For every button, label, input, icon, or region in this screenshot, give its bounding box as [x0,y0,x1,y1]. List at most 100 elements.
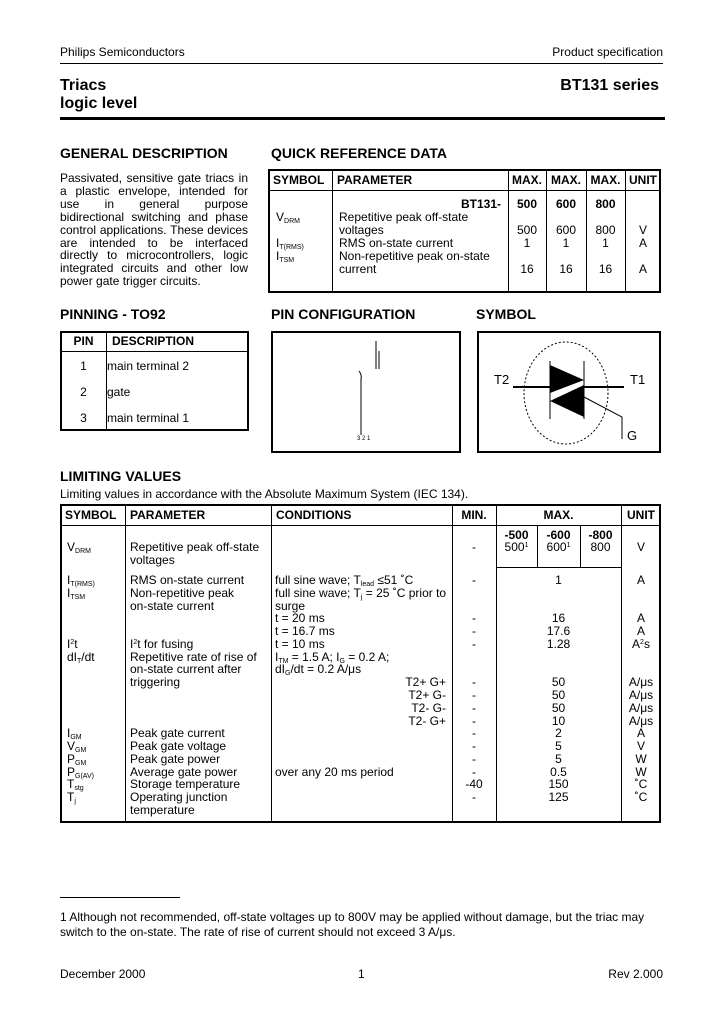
parameter-cell: Average gate power [130,764,238,779]
max-value-cell: 16 [551,611,566,626]
unit-cell: A/μs [628,700,654,715]
unit-cell: W [635,751,647,766]
unit-cell: W [635,764,647,779]
grade-header: -600 [546,528,571,542]
column-header: MAX. [543,508,574,522]
max-value-cell: 50 [551,675,566,690]
column-header: PIN [73,334,94,348]
trigger-quadrant: T2+ G- [408,688,446,703]
max-value-cell: 1 [523,236,531,250]
column-divider [580,525,581,567]
min-cell: - [472,739,476,754]
conditions-cell: t = 20 ms [275,611,325,626]
pin-configuration-heading: PIN CONFIGURATION [271,306,416,322]
parameter-cell: Repetitive rate of rise of [130,649,257,664]
column-header: SYMBOL [273,173,325,187]
unit-cell: A/μs [628,713,654,728]
max-value-cell: 5 [555,739,562,754]
min-cell: - [472,713,476,728]
grade-header: -500 [504,528,529,542]
conditions-cell: full sine wave; Tj = 25 ˚C prior to [275,585,447,601]
symbol-diagram [477,331,661,453]
min-cell: - [472,790,476,805]
max-value-cell: 1.28 [546,636,571,651]
parameter-cell: RMS on-state current [339,236,454,250]
pin-configuration-diagram [271,331,461,453]
max-value-cell: 150 [548,777,569,792]
unit-cell: A/μs [628,688,654,703]
max-value-cell: 1 [562,236,570,250]
max-value-cell: 2 [555,726,562,741]
max-value-cell: 17.6 [546,624,571,639]
column-divider [621,505,622,822]
parameter-cell: triggering [130,675,181,690]
unit-cell: V [638,223,647,237]
unit-cell: A [638,236,647,250]
column-header: PARAMETER [130,508,206,522]
column-header: UNIT [629,173,657,187]
row-divider [496,567,621,568]
pin-description: main terminal 2 [107,359,190,373]
min-cell: - [472,540,476,554]
symbol-cell: I2t [67,636,78,651]
column-header: SYMBOL [65,508,117,522]
min-cell: - [472,764,476,779]
gate-label: G [627,428,638,443]
row-divider [60,525,661,526]
trigger-quadrant: T2+ G+ [405,675,446,690]
max-value-cell: 16 [598,262,613,276]
min-cell: - [472,624,476,639]
part-prefix: BT131- [460,197,501,211]
max-value-cell: 50 [551,688,566,703]
pin-numbers-label: 3 2 1 [357,436,371,442]
column-divider [106,332,107,430]
min-cell: - [472,611,476,626]
parameter-cell: temperature [130,803,195,818]
symbol-cell: VDRM [276,210,300,226]
unit-cell: ˚C [634,777,648,792]
max-value-cell: 800 [595,197,616,211]
symbol-cell: IT(RMS) [67,573,95,589]
footer-page-number: 1 [358,967,365,981]
limiting-values-table [60,504,661,823]
conditions-cell: dIG/dt = 0.2 A/μs [275,662,362,678]
max-value-cell: 50 [551,700,566,715]
max-value-cell: 16 [520,262,534,276]
column-header: PARAMETER [337,173,413,187]
parameter-cell: current [339,262,377,276]
trigger-quadrant: T2- G- [411,700,446,715]
pinning-heading: PINNING - TO92 [60,306,166,322]
title-line-1: Triacs [60,77,107,94]
symbol-heading: SYMBOL [476,306,536,322]
parameter-cell: on-state current after [130,662,242,677]
max-value-cell: 500 [516,197,538,211]
symbol-cell: ITSM [67,585,86,601]
to92-package-drawing [358,341,380,435]
max-value-cell: 0.5 [550,764,567,779]
max-value-cell: 10 [551,713,566,728]
parameter-cell: Peak gate power [130,751,221,766]
triac-symbol-icon [513,341,624,445]
symbol-cell: IGM [67,726,82,742]
quick-reference-heading: QUICK REFERENCE DATA [271,145,448,161]
column-divider [625,170,626,292]
column-header: MAX. [512,173,542,187]
footnote-line-1: 1 Although not recommended, off-state vo… [60,910,645,924]
column-header: UNIT [627,508,655,522]
min-cell: - [472,688,476,703]
column-divider [537,525,538,567]
unit-cell: A [636,611,645,626]
conditions-cell: t = 16.7 ms [275,624,335,639]
pin-number: 3 [80,411,87,425]
row-divider [61,351,248,352]
parameter-cell: voltages [339,223,384,237]
trigger-quadrant: T2- G+ [408,713,446,728]
max-value-cell: 5 [555,751,562,766]
symbol-cell: PG(AV) [67,764,94,780]
max-value-cell: 1 [555,573,562,587]
general-description-heading: GENERAL DESCRIPTION [60,145,228,161]
column-header: DESCRIPTION [112,334,195,348]
parameter-cell: Repetitive peak off-state [130,540,260,554]
symbol-cell: Tstg [67,777,84,793]
parameter-cell: voltages [130,553,175,567]
